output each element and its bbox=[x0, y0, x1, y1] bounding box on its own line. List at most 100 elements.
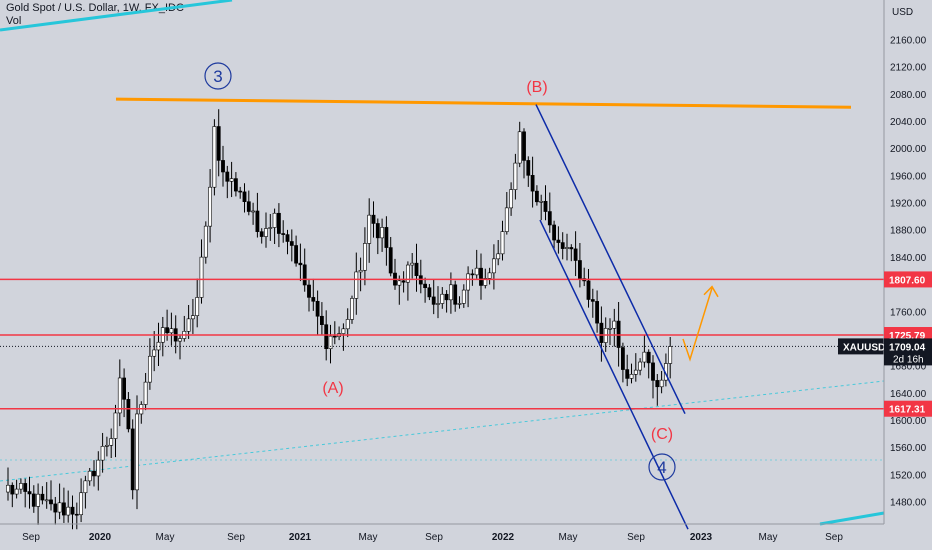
candle-down bbox=[217, 127, 220, 161]
candle-down bbox=[385, 227, 388, 247]
candle-down bbox=[647, 352, 650, 363]
candle-up bbox=[492, 259, 495, 273]
candle-down bbox=[286, 235, 289, 242]
candle-up bbox=[634, 370, 637, 374]
time-tick-label: May bbox=[359, 532, 378, 543]
candle-down bbox=[557, 240, 560, 243]
candle-up bbox=[475, 268, 478, 275]
projection-path bbox=[683, 288, 712, 359]
candle-up bbox=[252, 211, 255, 212]
price-tick-label: 1840.00 bbox=[890, 253, 927, 264]
candle-down bbox=[226, 172, 229, 181]
candle-up bbox=[118, 378, 121, 413]
candle-up bbox=[514, 163, 517, 190]
candle-up bbox=[342, 329, 345, 334]
candle-down bbox=[131, 429, 134, 490]
wave-3-label: 3 bbox=[213, 67, 222, 86]
candle-down bbox=[522, 132, 525, 161]
candle-up bbox=[350, 298, 353, 319]
candle-down bbox=[307, 285, 310, 297]
candle-down bbox=[221, 160, 224, 172]
price-tick-label: 1600.00 bbox=[890, 416, 927, 427]
candles bbox=[6, 109, 671, 529]
candle-up bbox=[462, 290, 465, 303]
candle-up bbox=[67, 507, 70, 515]
price-axis[interactable]: USD 2160.00 2120.00 2080.00 2040.00 2000.00 19… bbox=[884, 0, 932, 524]
candle-up bbox=[359, 270, 362, 272]
candle-up bbox=[209, 187, 212, 226]
candle-up bbox=[84, 481, 87, 493]
current-price-label: 1709.04 bbox=[889, 342, 926, 353]
candle-down bbox=[54, 504, 57, 512]
candle-down bbox=[299, 263, 302, 265]
cyan-trendline-bottom bbox=[820, 513, 884, 524]
candle-down bbox=[71, 507, 74, 514]
candle-up bbox=[187, 319, 190, 331]
level-price-label: 1617.31 bbox=[889, 405, 926, 416]
time-tick-label: Sep bbox=[825, 532, 843, 543]
candle-down bbox=[303, 265, 306, 285]
candle-up bbox=[170, 329, 173, 333]
candle-up bbox=[6, 485, 9, 492]
wave-4-label: 4 bbox=[657, 458, 666, 477]
candle-up bbox=[80, 493, 83, 515]
time-tick-label: 2023 bbox=[690, 532, 713, 543]
candle-up bbox=[264, 228, 267, 236]
candle-up bbox=[37, 494, 40, 506]
candle-up bbox=[114, 413, 117, 439]
candle-down bbox=[62, 503, 65, 515]
candle-up bbox=[15, 489, 18, 494]
price-tick-label: 1760.00 bbox=[890, 307, 927, 318]
candle-down bbox=[471, 274, 474, 275]
price-tick-label: 1880.00 bbox=[890, 226, 927, 237]
time-axis[interactable]: Sep 2020 May Sep 2021 May Sep 2022 May Sep 2023 May… bbox=[0, 524, 884, 543]
candle-up bbox=[630, 374, 633, 378]
candle-up bbox=[213, 127, 216, 188]
countdown-label: 2d 16h bbox=[893, 354, 924, 365]
candle-down bbox=[75, 514, 78, 515]
price-tick-label: 1920.00 bbox=[890, 199, 927, 210]
candle-up bbox=[441, 294, 444, 303]
candle-up bbox=[540, 201, 543, 202]
candle-down bbox=[548, 212, 551, 225]
candle-up bbox=[178, 339, 181, 342]
candle-down bbox=[24, 483, 27, 491]
candle-down bbox=[260, 232, 263, 237]
time-tick-label: Sep bbox=[22, 532, 40, 543]
time-tick-label: May bbox=[759, 532, 778, 543]
candle-down bbox=[578, 260, 581, 278]
candle-down bbox=[239, 191, 242, 192]
candle-down bbox=[415, 263, 418, 276]
time-tick-label: May bbox=[559, 532, 578, 543]
time-tick-label: Sep bbox=[227, 532, 245, 543]
candle-down bbox=[402, 281, 405, 282]
candle-up bbox=[101, 446, 104, 460]
candle-down bbox=[127, 399, 130, 429]
candle-up bbox=[505, 208, 508, 232]
candle-up bbox=[608, 328, 611, 329]
candle-up bbox=[510, 190, 513, 208]
level-price-label: 1807.60 bbox=[889, 275, 926, 286]
price-tick-label: 2080.00 bbox=[890, 90, 927, 101]
price-tick-label: 2120.00 bbox=[890, 63, 927, 74]
candle-up bbox=[518, 132, 521, 163]
symbol-tag-label: XAUUSD bbox=[843, 342, 885, 353]
candle-up bbox=[58, 503, 61, 512]
wave-c-label: (C) bbox=[651, 426, 673, 443]
price-tick-label: 2000.00 bbox=[890, 144, 927, 155]
price-tick-label: 2040.00 bbox=[890, 117, 927, 128]
candle-down bbox=[282, 234, 285, 235]
candle-down bbox=[535, 191, 538, 202]
candle-down bbox=[32, 494, 35, 506]
candle-down bbox=[389, 248, 392, 273]
candle-down bbox=[570, 247, 573, 248]
price-tick-label: 2160.00 bbox=[890, 36, 927, 47]
candle-up bbox=[148, 356, 151, 382]
candle-down bbox=[432, 297, 435, 304]
price-tick-label: 1960.00 bbox=[890, 171, 927, 182]
candle-down bbox=[320, 316, 323, 324]
candle-up bbox=[368, 215, 371, 243]
candle-down bbox=[651, 363, 654, 381]
candle-down bbox=[333, 336, 336, 337]
